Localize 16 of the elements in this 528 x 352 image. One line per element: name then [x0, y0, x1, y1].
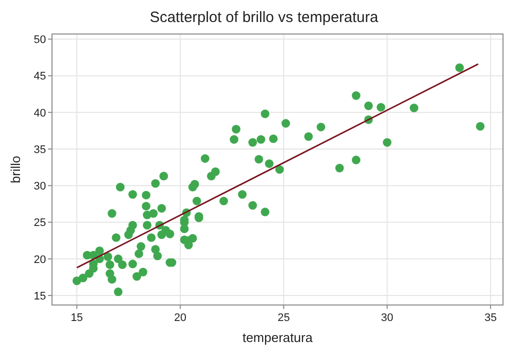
y-tick-label: 50: [34, 34, 46, 46]
y-tick-label: 35: [34, 144, 46, 156]
y-tick-label: 40: [34, 107, 46, 120]
y-tick-label: 25: [34, 217, 46, 230]
y-tick-label: 20: [34, 254, 46, 266]
x-axis-title: temperatura: [242, 330, 314, 345]
x-tick-label: 20: [174, 312, 186, 324]
x-tick-label: 15: [70, 312, 83, 324]
y-tick-label: 30: [34, 180, 46, 193]
y-axis-title: brillo: [8, 156, 23, 184]
x-tick-label: 30: [381, 312, 394, 324]
chart-title: Scatterplot of brillo vs temperatura: [150, 9, 379, 26]
y-tick-label: 45: [34, 70, 46, 83]
x-tick-label: 35: [484, 312, 497, 324]
y-tick-label: 15: [34, 290, 46, 302]
x-tick-label: 25: [278, 312, 290, 324]
